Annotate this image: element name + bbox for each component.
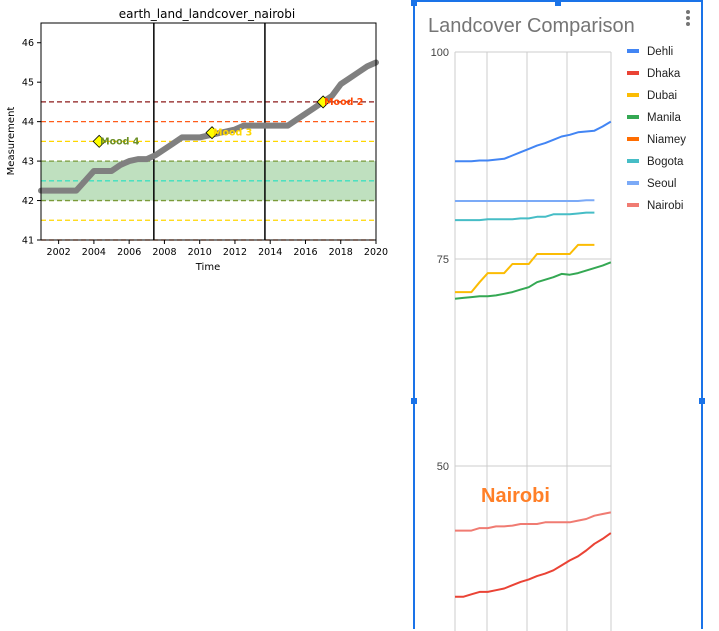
x-tick-label-9: 2020 (364, 247, 388, 258)
x-tick-label-8: 2018 (329, 247, 353, 258)
landcover-comparison-chart-panel[interactable]: Landcover Comparison 50 75 100 Dehli Dhaka D… (413, 0, 703, 631)
series-line-dhaka (455, 532, 612, 598)
legend: Dehli Dhaka Dubai Manila Niamey Bogota Seoul Na… (627, 46, 686, 212)
series-line-bogota (455, 211, 595, 222)
series-line-nairobi (455, 511, 611, 532)
x-axis-label: Time (195, 262, 220, 273)
series-line-seoul (455, 199, 595, 202)
x-tick-label-3: 2008 (152, 247, 176, 258)
legend-label-bogota: Bogota (647, 156, 684, 168)
x-tick-label-4: 2010 (188, 247, 212, 258)
series-line-dehli (455, 120, 612, 163)
mood-label-2: Mood 2 (324, 97, 363, 108)
mood-label-0: Mood 4 (100, 136, 140, 147)
y-tick-label-2: 43 (22, 157, 34, 168)
plot-area: Mood 4 Mood 3 Mood 2 2002 2004 2006 2008 2010 20… (22, 22, 388, 258)
resize-handle-right[interactable] (699, 398, 705, 404)
mood-marker-0 (92, 134, 106, 148)
comparison-plot-area: 50 75 100 (431, 47, 612, 631)
legend-label-seoul: Seoul (647, 178, 676, 190)
series-line-manila (454, 261, 612, 300)
legend-label-manila: Manila (647, 112, 681, 124)
mood-label-1: Mood 3 (213, 128, 252, 139)
legend-label-niamey: Niamey (647, 134, 686, 146)
comparison-chart-title: Landcover Comparison (428, 15, 635, 37)
x-tick-label-6: 2014 (258, 247, 282, 258)
y-tick-label-4: 45 (22, 78, 34, 89)
resize-handle-top[interactable] (555, 0, 561, 6)
y-tick-label-0: 41 (22, 236, 34, 247)
legend-label-dubai: Dubai (647, 90, 677, 102)
y-axis-label: Measurement (6, 107, 17, 176)
resize-handle-left[interactable] (411, 398, 417, 404)
nairobi-landcover-chart: earth_land_landcover_nairobi Time Measur… (0, 0, 400, 285)
y-tick-label-5: 46 (22, 38, 34, 49)
chart-title: earth_land_landcover_nairobi (119, 7, 295, 21)
x-tick-label-1: 2004 (82, 247, 106, 258)
green-band (41, 161, 376, 201)
more-options-icon[interactable] (685, 10, 691, 28)
y-tick-label-1: 42 (22, 196, 34, 207)
mood-marker-1 (205, 126, 219, 140)
x-tick-label-5: 2012 (223, 247, 247, 258)
x-tick-label-7: 2016 (293, 247, 317, 258)
mood-marker-2 (316, 95, 330, 109)
series-line-dubai (455, 243, 595, 294)
y-tick-label-3: 44 (22, 117, 34, 128)
y-tick-label-2: 100 (431, 47, 449, 59)
legend-label-nairobi: Nairobi (647, 200, 683, 212)
axes-frame (40, 22, 377, 241)
y-tick-label-1: 75 (437, 254, 449, 266)
x-tick-label-0: 2002 (47, 247, 71, 258)
resize-handle-top-left[interactable] (411, 0, 417, 6)
nairobi-annotation: Nairobi (481, 485, 550, 507)
x-tick-label-2: 2006 (117, 247, 141, 258)
y-tick-label-0: 50 (437, 461, 449, 473)
legend-label-dhaka: Dhaka (647, 68, 681, 80)
nairobi-chart-svg: earth_land_landcover_nairobi Time Measur… (6, 7, 388, 273)
legend-label-dehli: Dehli (647, 46, 673, 58)
